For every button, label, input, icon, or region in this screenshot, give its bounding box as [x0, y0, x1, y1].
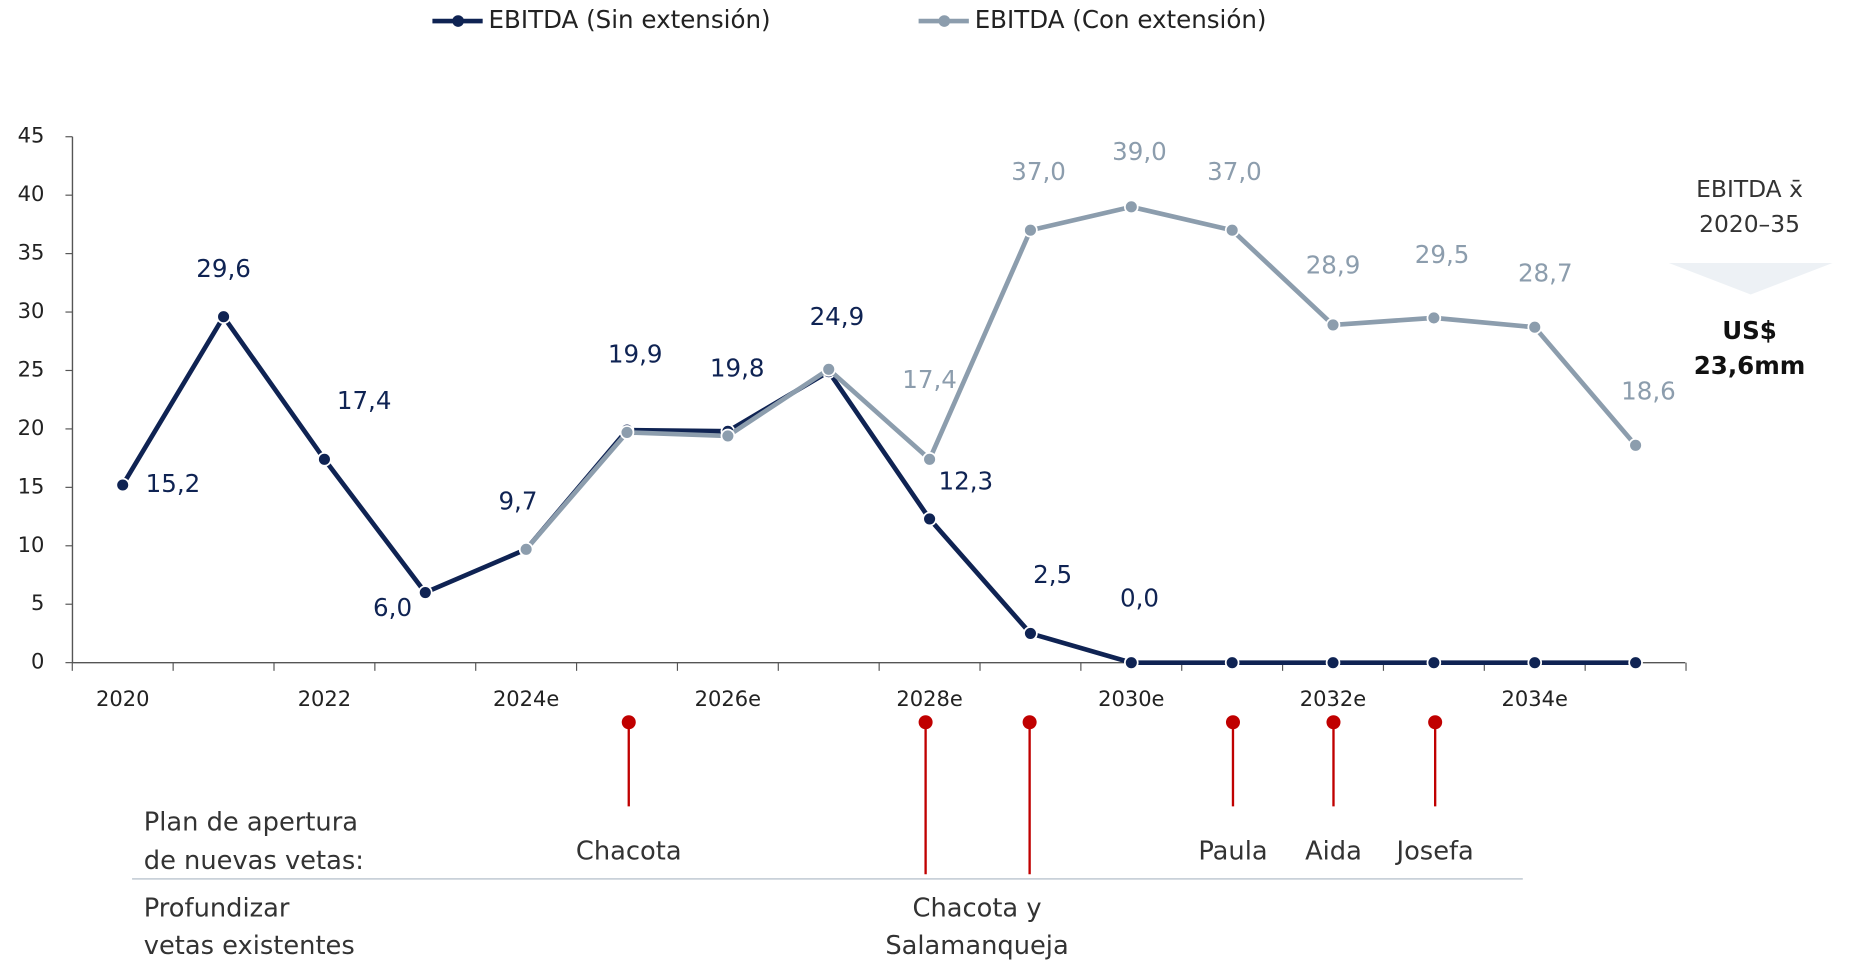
row-label: de nuevas vetas:	[144, 846, 364, 876]
data-point	[1426, 310, 1442, 326]
data-point	[417, 585, 433, 600]
annotation-value: US$	[1722, 316, 1777, 345]
pin-head	[621, 715, 636, 730]
pin-head	[1022, 715, 1037, 730]
data-point	[1325, 317, 1341, 333]
data-point	[1023, 222, 1038, 238]
y-tick-label: 15	[18, 473, 45, 498]
x-tick-label: 2026e	[695, 686, 761, 711]
pin-head	[1428, 715, 1443, 730]
y-tick-label: 25	[18, 356, 45, 381]
y-tick-label: 5	[31, 590, 44, 615]
data-point	[922, 451, 937, 467]
data-point	[1224, 655, 1240, 670]
data-point	[518, 541, 534, 557]
y-tick-label: 0	[31, 649, 44, 674]
data-label: 6,0	[373, 593, 412, 622]
data-label: 9,7	[498, 487, 537, 516]
data-point	[1527, 319, 1543, 335]
data-label: 29,6	[196, 254, 251, 283]
data-label: 29,5	[1415, 240, 1470, 269]
y-tick-label: 30	[18, 298, 45, 323]
x-tick-label: 2034e	[1502, 686, 1568, 711]
data-label: 2,5	[1033, 560, 1072, 589]
timeline-item: Aida	[1305, 836, 1362, 866]
data-label: 15,2	[146, 469, 201, 498]
legend-marker	[938, 15, 951, 27]
legend-label: EBITDA (Con extensión)	[975, 5, 1267, 34]
y-tick-label: 10	[18, 532, 45, 557]
annotation-arrow	[1668, 262, 1833, 295]
data-point	[216, 309, 231, 325]
data-label: 17,4	[902, 365, 957, 394]
timeline-item: Paula	[1198, 836, 1267, 866]
y-tick-label: 45	[18, 123, 45, 148]
data-label: 28,9	[1306, 250, 1361, 279]
data-label: 37,0	[1207, 157, 1262, 186]
series-line	[524, 204, 1638, 551]
legend-label: EBITDA (Sin extensión)	[489, 5, 771, 34]
y-tick-label: 35	[18, 240, 45, 265]
chart-body: 0 5 10 15 20 25 30 35 40 45 2020 2022 2024e 2026e 2028…	[18, 5, 1833, 961]
data-point	[720, 428, 736, 444]
data-label: 28,7	[1518, 259, 1573, 288]
timeline-item: Josefa	[1395, 836, 1474, 866]
row-label: vetas existentes	[144, 931, 355, 961]
data-label: 12,3	[939, 467, 994, 496]
x-tick-label: 2020	[96, 686, 149, 711]
pin-head	[918, 715, 933, 730]
data-point	[1123, 199, 1139, 215]
pin-head	[1225, 715, 1240, 730]
x-tick-label: 2032e	[1300, 686, 1366, 711]
data-label: 19,8	[710, 353, 765, 382]
data-point	[115, 477, 131, 493]
x-tick-label: 2028e	[896, 686, 962, 711]
timeline-item: Salamanqueja	[885, 931, 1068, 961]
data-label: 37,0	[1011, 157, 1066, 186]
series-line	[120, 314, 1636, 665]
y-tick-label: 20	[18, 415, 45, 440]
data-label: 19,9	[608, 339, 663, 368]
timeline-item: Chacota	[576, 836, 682, 866]
annotation-value: 23,6mm	[1694, 351, 1806, 380]
data-point	[1023, 626, 1038, 641]
data-label: 17,4	[337, 386, 392, 415]
data-point	[1325, 655, 1341, 670]
data-label: 24,9	[810, 302, 865, 331]
data-point	[821, 362, 837, 377]
data-point	[619, 425, 635, 440]
data-point	[1628, 437, 1643, 453]
timeline-item: Chacota y	[913, 894, 1042, 924]
pin-head	[1326, 715, 1341, 730]
legend-marker	[452, 15, 464, 27]
x-tick-label: 2030e	[1098, 686, 1164, 711]
data-point	[922, 511, 937, 527]
data-point	[1123, 655, 1139, 670]
data-label: 18,6	[1621, 377, 1676, 406]
annotation-title: EBITDA x̄	[1696, 175, 1803, 203]
data-label: 39,0	[1112, 137, 1167, 166]
x-tick-label: 2022	[298, 686, 351, 711]
data-point	[1224, 222, 1240, 238]
row-label: Profundizar	[144, 894, 290, 924]
data-point	[317, 451, 332, 467]
data-label: 0,0	[1120, 584, 1159, 613]
x-tick-label: 2024e	[493, 686, 559, 711]
data-point	[1527, 655, 1543, 670]
data-point	[1426, 655, 1442, 670]
row-label: Plan de apertura	[144, 807, 358, 837]
y-tick-label: 40	[18, 181, 45, 206]
data-point	[1628, 655, 1643, 670]
annotation-period: 2020–35	[1699, 210, 1800, 238]
